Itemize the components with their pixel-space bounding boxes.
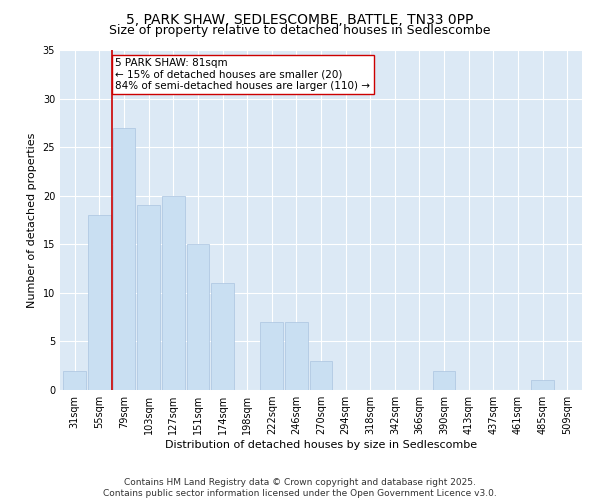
Bar xyxy=(137,206,160,390)
Bar xyxy=(187,244,209,390)
Bar xyxy=(64,370,86,390)
Text: Contains HM Land Registry data © Crown copyright and database right 2025.
Contai: Contains HM Land Registry data © Crown c… xyxy=(103,478,497,498)
Bar xyxy=(433,370,455,390)
Y-axis label: Number of detached properties: Number of detached properties xyxy=(27,132,37,308)
Bar xyxy=(88,215,111,390)
Bar xyxy=(211,283,234,390)
Bar xyxy=(531,380,554,390)
Text: 5, PARK SHAW, SEDLESCOMBE, BATTLE, TN33 0PP: 5, PARK SHAW, SEDLESCOMBE, BATTLE, TN33 … xyxy=(127,12,473,26)
Bar xyxy=(162,196,185,390)
Text: Size of property relative to detached houses in Sedlescombe: Size of property relative to detached ho… xyxy=(109,24,491,37)
X-axis label: Distribution of detached houses by size in Sedlescombe: Distribution of detached houses by size … xyxy=(165,440,477,450)
Bar xyxy=(260,322,283,390)
Bar xyxy=(310,361,332,390)
Bar xyxy=(285,322,308,390)
Bar xyxy=(113,128,136,390)
Text: 5 PARK SHAW: 81sqm
← 15% of detached houses are smaller (20)
84% of semi-detache: 5 PARK SHAW: 81sqm ← 15% of detached hou… xyxy=(115,58,370,91)
